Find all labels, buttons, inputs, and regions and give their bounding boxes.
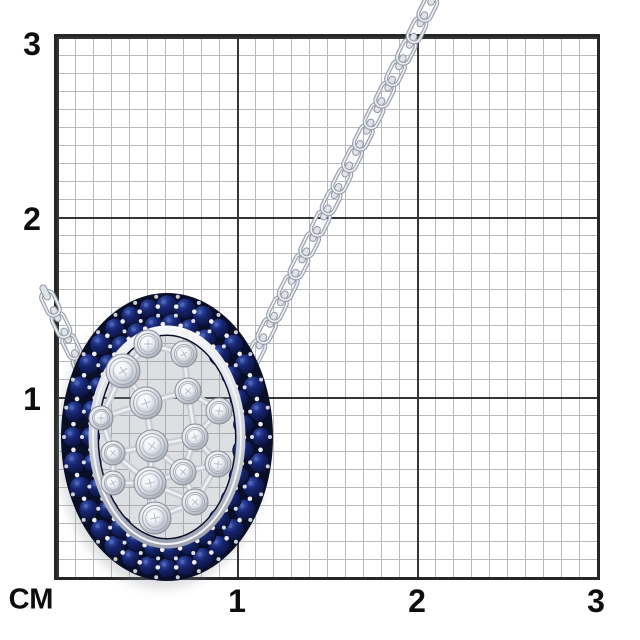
x-axis-tick-2: 2 xyxy=(408,583,426,619)
pendant xyxy=(57,293,273,589)
y-axis-tick-3: 3 xyxy=(23,26,41,62)
y-axis-tick-1: 1 xyxy=(23,381,41,417)
unit-label-cm: СМ xyxy=(8,583,54,616)
y-axis-tick-2: 2 xyxy=(23,201,41,237)
chain xyxy=(244,0,440,367)
x-axis-tick-1: 1 xyxy=(228,583,246,619)
diamond-cluster xyxy=(88,329,233,535)
x-axis-tick-3: 3 xyxy=(587,583,605,619)
